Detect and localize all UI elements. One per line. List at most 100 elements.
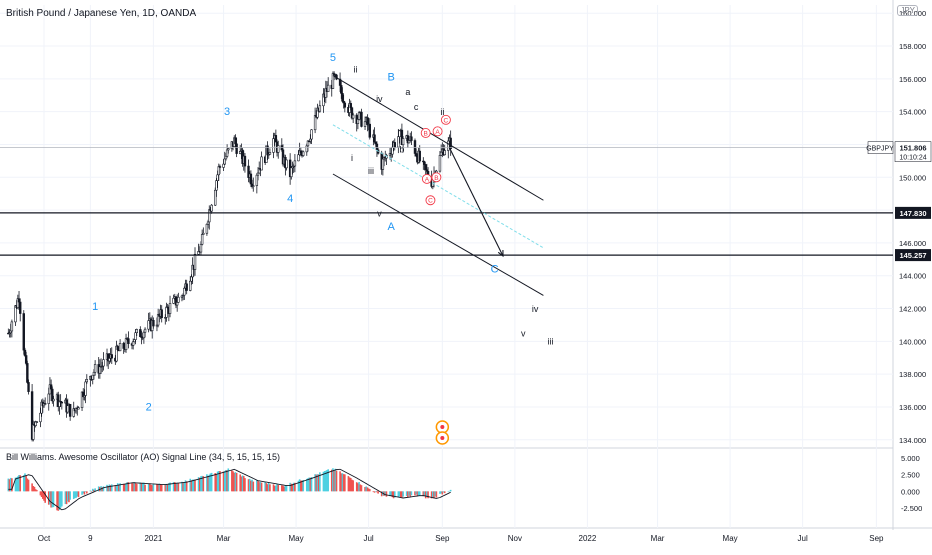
ao-bar	[339, 471, 341, 492]
ao-bar	[390, 491, 393, 496]
ao-bar	[418, 491, 421, 496]
candle-body	[375, 143, 379, 151]
ao-bar	[109, 485, 112, 492]
ao-bar	[49, 491, 51, 505]
ao-bar	[18, 475, 20, 492]
ao-bar	[31, 483, 33, 492]
time-tick-label: Sep	[435, 534, 450, 543]
ao-tick-label: 5.000	[901, 454, 920, 463]
ao-bar	[308, 477, 310, 492]
candle-body	[116, 345, 119, 350]
ao-bar	[266, 484, 269, 492]
circled-wave-label: A	[425, 176, 430, 183]
candle-body	[285, 159, 288, 169]
ao-bar	[391, 491, 394, 498]
ao-bar	[372, 491, 375, 493]
ao-bar	[256, 480, 258, 492]
ao-bar	[51, 491, 54, 508]
candle-body	[391, 147, 394, 155]
ao-bar	[47, 491, 50, 505]
ao-bar	[125, 483, 127, 492]
ao-bar	[89, 490, 92, 492]
ao-bar	[106, 484, 108, 492]
candle-body	[343, 102, 347, 108]
candle-body	[147, 320, 150, 330]
ao-bar	[294, 482, 296, 492]
wave-label: 5	[330, 52, 336, 64]
candle-body	[363, 121, 367, 127]
ao-bar	[14, 477, 17, 492]
currency-badge: JPY	[897, 5, 918, 16]
price-tick-label: 138.000	[899, 370, 926, 379]
circled-wave-marker	[420, 128, 431, 138]
ao-bar	[82, 491, 85, 494]
ao-bar	[200, 476, 202, 492]
ao-bar	[385, 491, 388, 497]
ao-bar	[284, 485, 287, 492]
candle-body	[10, 321, 14, 332]
ao-bar	[365, 486, 368, 492]
ao-bar	[158, 483, 161, 492]
ao-bar	[234, 472, 237, 492]
ao-bar	[427, 491, 429, 499]
ao-bar	[240, 476, 243, 492]
ao-bar	[59, 491, 62, 508]
ao-bar	[33, 486, 36, 492]
ao-bar	[143, 482, 145, 492]
ao-bar	[360, 485, 363, 492]
candle-body	[398, 130, 401, 138]
candle-body	[139, 329, 142, 338]
candle-body	[443, 150, 446, 156]
ao-bar	[441, 491, 444, 495]
ao-bar	[369, 489, 371, 492]
ao-bar	[414, 491, 416, 496]
candle-body	[14, 305, 17, 323]
ao-bar	[208, 474, 211, 492]
price-tick-label: 142.000	[899, 305, 926, 314]
ao-bar	[198, 477, 201, 492]
candle-body	[39, 412, 42, 423]
ao-bar	[348, 477, 351, 492]
candle-body	[172, 297, 175, 304]
ao-bar	[408, 491, 410, 496]
ao-bar	[267, 482, 270, 492]
ao-bar	[305, 478, 308, 492]
candle-body	[190, 276, 193, 282]
ao-bar	[43, 491, 45, 501]
candle-body	[43, 403, 47, 405]
ao-bar	[209, 473, 212, 492]
ao-bar	[102, 486, 105, 492]
ao-bar	[17, 476, 19, 492]
ao-bar	[181, 481, 183, 492]
ao-bar	[424, 491, 427, 499]
ao-bar	[257, 481, 259, 492]
time-tick-label: 2022	[579, 534, 597, 543]
ao-bar	[302, 479, 305, 492]
ao-bar	[183, 482, 186, 492]
ao-bar	[367, 488, 370, 492]
candle-body	[313, 115, 317, 131]
candle-body	[24, 355, 28, 364]
candle-body	[439, 151, 443, 156]
candle-body	[302, 151, 305, 156]
ao-bar	[241, 475, 244, 492]
ao-bar	[64, 491, 67, 505]
ao-bar	[315, 474, 318, 492]
candle-body	[418, 150, 421, 162]
ao-bar	[94, 488, 96, 492]
ao-bar	[61, 491, 63, 507]
candle-body	[206, 221, 210, 225]
ao-bar	[36, 490, 38, 492]
projection-arrow-head	[497, 250, 504, 258]
ao-bar	[169, 482, 171, 492]
candle-body	[189, 280, 192, 291]
ao-bar	[283, 486, 285, 492]
ao-bar	[133, 482, 136, 492]
price-tick-label: 140.000	[899, 337, 926, 346]
candle-body	[199, 243, 203, 253]
ao-bar	[185, 481, 188, 492]
ao-bar	[189, 478, 192, 492]
ao-bar	[281, 485, 283, 492]
candle-body	[299, 150, 303, 154]
